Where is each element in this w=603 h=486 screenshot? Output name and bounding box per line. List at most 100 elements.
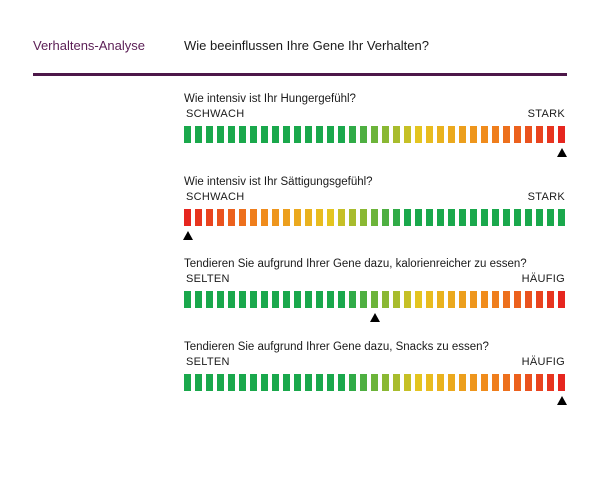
scale-segment [448, 126, 455, 143]
scale-segment [503, 209, 510, 226]
scale-segment [217, 209, 224, 226]
scale-segment [415, 209, 422, 226]
scale-segment [393, 291, 400, 308]
scale-segment [393, 209, 400, 226]
scale-segment [283, 374, 290, 391]
scale-segment [239, 374, 246, 391]
scale-segment [283, 291, 290, 308]
position-marker-icon [369, 313, 380, 322]
scale-segment [382, 126, 389, 143]
question-satiety: Wie intensiv ist Ihr Sättigungsgefühl? S… [182, 175, 568, 240]
scale-segment [228, 291, 235, 308]
scale-segment [305, 291, 312, 308]
scale-segment [492, 291, 499, 308]
scale-segment [503, 291, 510, 308]
scale-segment [382, 374, 389, 391]
scale-segment [360, 291, 367, 308]
scale-segment [206, 209, 213, 226]
scale-segment [305, 374, 312, 391]
question-text: Tendieren Sie aufgrund Ihrer Gene dazu, … [184, 258, 527, 270]
scale-segment [415, 126, 422, 143]
scale-segment [404, 126, 411, 143]
scale-segment [184, 126, 191, 143]
scale-segment [217, 126, 224, 143]
scale-segment [514, 209, 521, 226]
scale-segment [184, 209, 191, 226]
scale-segment [327, 209, 334, 226]
scale-segment [206, 374, 213, 391]
question-text: Tendieren Sie aufgrund Ihrer Gene dazu, … [184, 341, 489, 353]
scale-segment [547, 291, 554, 308]
scale-segment [261, 126, 268, 143]
scale-segment [239, 126, 246, 143]
scale-segment [371, 209, 378, 226]
scale-segment [470, 209, 477, 226]
scale-segment [316, 126, 323, 143]
scale-segment [239, 291, 246, 308]
scale-segment [437, 126, 444, 143]
scale-segment [448, 374, 455, 391]
scale-segment [261, 374, 268, 391]
scale-high-label: STARK [527, 108, 565, 120]
scale-segment [470, 374, 477, 391]
scale-segment [536, 374, 543, 391]
scale-segment [558, 374, 565, 391]
scale-low-label: SCHWACH [186, 191, 245, 203]
scale-segment [404, 209, 411, 226]
header-divider [33, 73, 567, 76]
scale-segment [536, 126, 543, 143]
scale-high-label: HÄUFIG [521, 356, 565, 368]
scale-segment [558, 126, 565, 143]
question-snacks: Tendieren Sie aufgrund Ihrer Gene dazu, … [184, 340, 568, 405]
scale-segment [558, 209, 565, 226]
scale-low-label: SCHWACH [186, 108, 245, 120]
scale-high-label: STARK [527, 191, 565, 203]
scale-segment [294, 126, 301, 143]
scale-labels: SELTEN HÄUFIG [184, 356, 568, 370]
scale-segment [283, 209, 290, 226]
scale-segment [481, 291, 488, 308]
scale-segment [415, 374, 422, 391]
scale-segment [316, 291, 323, 308]
scale-segment [448, 209, 455, 226]
scale-segment [536, 209, 543, 226]
scale-segment [228, 126, 235, 143]
scale-segment [305, 209, 312, 226]
scale-segment [547, 126, 554, 143]
scale-segment [316, 374, 323, 391]
scale-segment [481, 209, 488, 226]
scale-segment [327, 126, 334, 143]
scale-segment [459, 126, 466, 143]
page-title: Wie beeinflussen Ihre Gene Ihr Verhalten… [184, 38, 429, 53]
scale-labels: SCHWACH STARK [184, 108, 568, 122]
section-label: Verhaltens-Analyse [33, 38, 146, 53]
scale-segment [492, 209, 499, 226]
scale-segment [437, 374, 444, 391]
scale-segment [250, 126, 257, 143]
scale-segment [184, 291, 191, 308]
scale-segment [272, 209, 279, 226]
position-marker-icon [182, 231, 193, 240]
scale-low-label: SELTEN [186, 356, 230, 368]
scale-segment [415, 291, 422, 308]
scale-segment [547, 209, 554, 226]
scale-segment [217, 374, 224, 391]
scale-segment [250, 209, 257, 226]
scale-segment [470, 126, 477, 143]
scale-segment [525, 209, 532, 226]
scale-segment [426, 126, 433, 143]
scale-segment [503, 374, 510, 391]
scale-segment [184, 374, 191, 391]
scale-segment [294, 374, 301, 391]
scale-segment [525, 374, 532, 391]
scale-segment [228, 374, 235, 391]
scale-bar [184, 374, 568, 405]
scale-segment [195, 291, 202, 308]
scale-segment [261, 291, 268, 308]
scale-segment [558, 291, 565, 308]
scale-segment [371, 374, 378, 391]
scale-segment [492, 126, 499, 143]
scale-segment [536, 291, 543, 308]
scale-segment [206, 291, 213, 308]
scale-segment [382, 209, 389, 226]
